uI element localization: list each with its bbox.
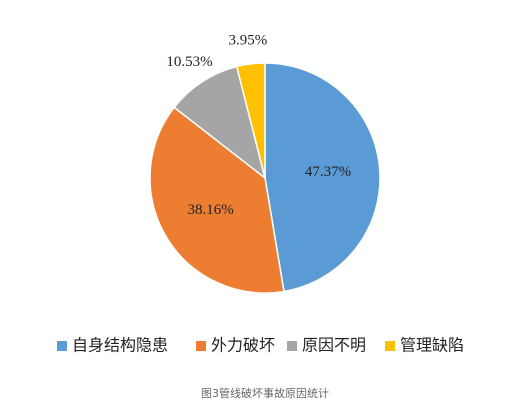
legend-swatch (57, 341, 67, 351)
value-label: 10.53% (166, 54, 212, 70)
legend-label: 外力破坏 (211, 336, 275, 355)
legend-swatch (287, 341, 297, 351)
pie-slice (235, 62, 266, 179)
pie-slice (149, 106, 285, 294)
legend-label: 原因不明 (302, 336, 366, 355)
value-label: 38.16% (188, 202, 234, 218)
legend-swatch (385, 341, 395, 351)
caption: 图3管线破坏事故原因统计 (201, 386, 329, 400)
value-label: 47.37% (305, 164, 351, 180)
legend-label: 管理缺陷 (400, 336, 464, 355)
legend-swatch (196, 341, 206, 351)
legend-label: 自身结构隐患 (72, 336, 168, 355)
value-label: 3.95% (229, 32, 268, 48)
pie-slice (264, 62, 381, 293)
pie-slice (173, 65, 267, 180)
